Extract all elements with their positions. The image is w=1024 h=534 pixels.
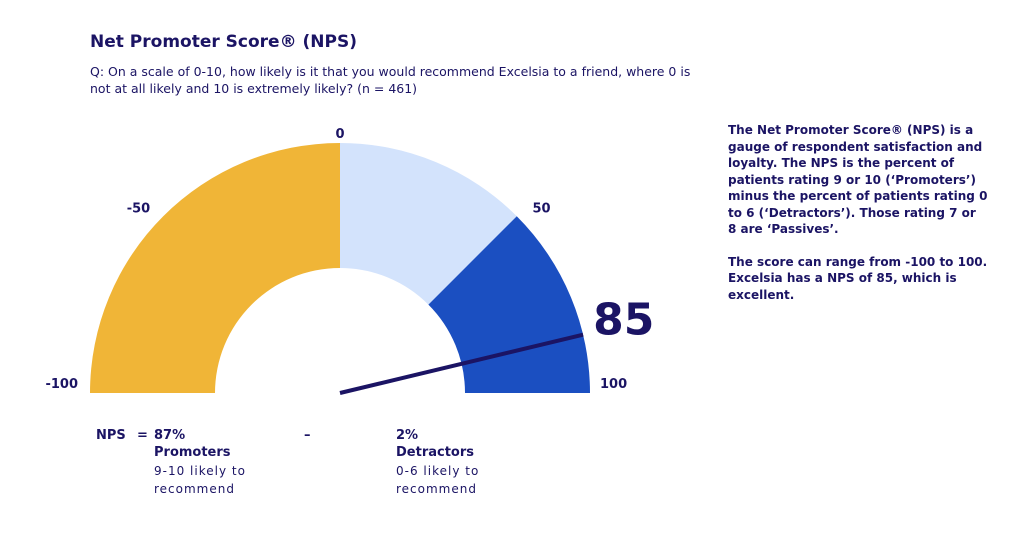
- description-paragraph: The score can range from -100 to 100. Ex…: [728, 254, 988, 302]
- equals-sign: =: [137, 428, 148, 443]
- promoters-value: 87%: [154, 428, 186, 443]
- page-title: Net Promoter Score® (NPS): [90, 32, 357, 52]
- promoters-label: Promoters: [154, 445, 231, 460]
- description: The Net Promoter Score® (NPS) is a gauge…: [728, 122, 988, 319]
- gauge-value: 85: [593, 295, 654, 346]
- gauge-needle: [339, 332, 584, 395]
- gauge-band-0: [90, 143, 340, 393]
- nps-label: NPS: [96, 428, 126, 443]
- gauge-band-1: [340, 143, 517, 305]
- detractors-value: 2%: [396, 428, 419, 443]
- survey-question: Q: On a scale of 0-10, how likely is it …: [90, 64, 691, 96]
- detractors-label: Detractors: [396, 445, 475, 460]
- tick-label: -50: [127, 201, 151, 216]
- detractors-block: 2% Detractors 0-6 likely to recommend: [396, 428, 516, 498]
- minus-sign: –: [304, 428, 311, 443]
- tick-label: 100: [600, 377, 627, 392]
- detractors-sub: 0-6 likely to recommend: [396, 464, 480, 496]
- tick-label: 50: [532, 201, 550, 216]
- tick-label: 0: [335, 127, 344, 142]
- gauge-band-2: [428, 216, 590, 393]
- promoters-block: 87% Promoters 9-10 likely to recommend: [154, 428, 274, 498]
- tick-label: -100: [45, 377, 78, 392]
- description-paragraph: The Net Promoter Score® (NPS) is a gauge…: [728, 123, 988, 236]
- promoters-sub: 9-10 likely to recommend: [154, 464, 246, 496]
